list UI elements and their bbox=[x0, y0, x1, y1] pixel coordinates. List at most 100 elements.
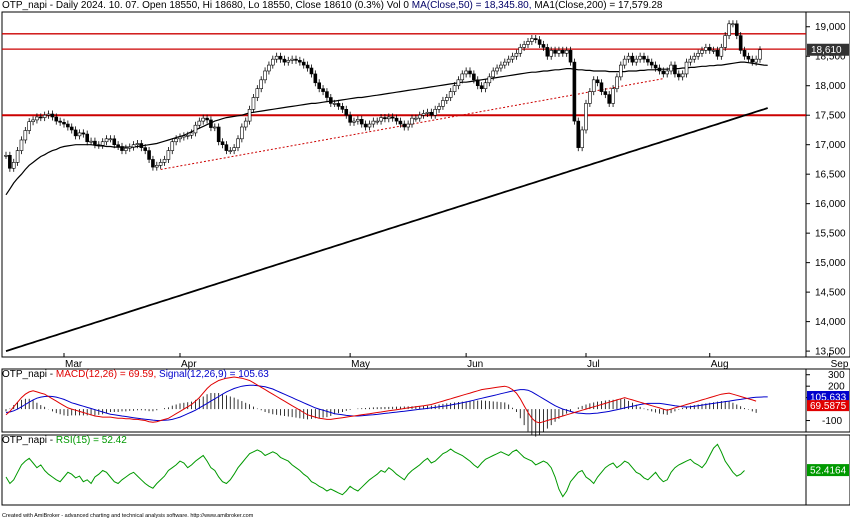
candle-body bbox=[444, 97, 449, 101]
candle-body bbox=[676, 73, 681, 78]
candle-body bbox=[73, 129, 78, 137]
x-tick-label: May bbox=[351, 359, 370, 370]
candle-body bbox=[437, 106, 441, 110]
candle-body bbox=[615, 76, 619, 89]
candle-body bbox=[116, 144, 120, 147]
candle-body bbox=[348, 114, 352, 123]
candle-body bbox=[603, 91, 608, 95]
candle-body bbox=[259, 79, 264, 89]
candle-body bbox=[298, 60, 302, 63]
candle-body bbox=[216, 126, 221, 143]
candle-body bbox=[162, 159, 167, 163]
candle-body bbox=[325, 91, 329, 98]
y-tick-label: 15,000 bbox=[815, 258, 846, 269]
candle-body bbox=[27, 121, 32, 131]
candle-body bbox=[375, 120, 380, 123]
candle-body bbox=[429, 111, 434, 116]
candle-body bbox=[607, 94, 612, 104]
macd-value-label: 69.5875 bbox=[810, 401, 847, 412]
rsi-value-tag bbox=[807, 464, 849, 477]
candle-body bbox=[464, 70, 468, 75]
candle-body bbox=[58, 120, 62, 123]
candle-body bbox=[746, 55, 751, 60]
candle-body bbox=[564, 50, 569, 54]
candle-body bbox=[363, 123, 368, 128]
candle-body bbox=[15, 150, 20, 163]
candle-body bbox=[8, 155, 12, 169]
candle-body bbox=[584, 103, 588, 131]
macd-value-tag bbox=[807, 400, 849, 412]
candle-body bbox=[661, 70, 666, 75]
candle-body bbox=[42, 114, 47, 118]
candle-body bbox=[738, 35, 743, 51]
candle-body bbox=[417, 114, 422, 119]
candle-body bbox=[398, 120, 403, 125]
candle-body bbox=[155, 165, 159, 168]
candle-body bbox=[255, 88, 260, 98]
candle-body bbox=[309, 67, 314, 75]
y-tick-label: 16,500 bbox=[815, 170, 846, 181]
candle-body bbox=[495, 67, 499, 72]
candle-body bbox=[553, 50, 557, 54]
candle-body bbox=[38, 116, 43, 119]
candle-body bbox=[263, 70, 267, 81]
candle-body bbox=[460, 73, 465, 81]
candle-body bbox=[143, 147, 147, 151]
candle-body bbox=[89, 140, 93, 143]
y-tick-label: 19,000 bbox=[815, 22, 846, 33]
candle-body bbox=[77, 132, 82, 137]
candle-body bbox=[247, 109, 252, 122]
candle-body bbox=[499, 64, 503, 69]
candle-body bbox=[359, 119, 364, 125]
price-gridlines: 19,000 18,500 18,000 17,500 17,000 16,500 16,0… bbox=[806, 22, 846, 358]
y-tick-label: 200 bbox=[828, 382, 845, 393]
y-tick-label: -100 bbox=[822, 416, 842, 427]
candle-body bbox=[274, 55, 279, 60]
candle-body bbox=[209, 119, 213, 128]
candle-body bbox=[653, 64, 658, 69]
candle-body bbox=[158, 162, 163, 166]
candle-body bbox=[290, 58, 294, 61]
y-tick-label: 17,500 bbox=[815, 111, 846, 122]
candle-body bbox=[386, 116, 391, 120]
candle-body bbox=[472, 73, 476, 81]
candle-body bbox=[754, 58, 758, 63]
candle-body bbox=[131, 144, 136, 148]
candle-body bbox=[205, 117, 209, 121]
candle-body bbox=[201, 117, 205, 122]
y-tick-label: 15,500 bbox=[815, 229, 846, 240]
candle-body bbox=[433, 109, 438, 116]
candle-body bbox=[301, 61, 306, 66]
candle-body bbox=[657, 67, 662, 72]
candle-body bbox=[483, 82, 488, 89]
candle-body bbox=[166, 150, 171, 160]
candle-body bbox=[23, 130, 28, 141]
rsi-line bbox=[5, 443, 745, 498]
candle-body bbox=[240, 126, 244, 140]
y-tick-label: 16,000 bbox=[815, 199, 846, 210]
candle-body bbox=[448, 91, 453, 98]
x-tick-label: Sep bbox=[831, 359, 849, 370]
candle-body bbox=[719, 47, 724, 57]
candle-body bbox=[170, 141, 175, 151]
candle-body bbox=[487, 76, 492, 84]
candle-body bbox=[669, 64, 673, 72]
candle-body bbox=[576, 120, 581, 148]
y-tick-label: 18,000 bbox=[815, 81, 846, 92]
candle-body bbox=[468, 70, 472, 75]
candle-body bbox=[340, 106, 345, 110]
candle-body bbox=[4, 155, 8, 157]
candle-body bbox=[135, 143, 140, 145]
candle-body bbox=[379, 117, 383, 122]
y-tick-label: 18,500 bbox=[815, 52, 846, 63]
candle-body bbox=[688, 58, 693, 63]
candle-body bbox=[599, 82, 604, 92]
candle-body bbox=[560, 50, 565, 54]
candle-body bbox=[108, 138, 113, 141]
candle-body bbox=[410, 117, 414, 125]
candle-body bbox=[742, 50, 747, 57]
candle-body bbox=[228, 150, 233, 152]
candle-body bbox=[11, 162, 16, 169]
y-tick-label: 300 bbox=[828, 370, 845, 381]
